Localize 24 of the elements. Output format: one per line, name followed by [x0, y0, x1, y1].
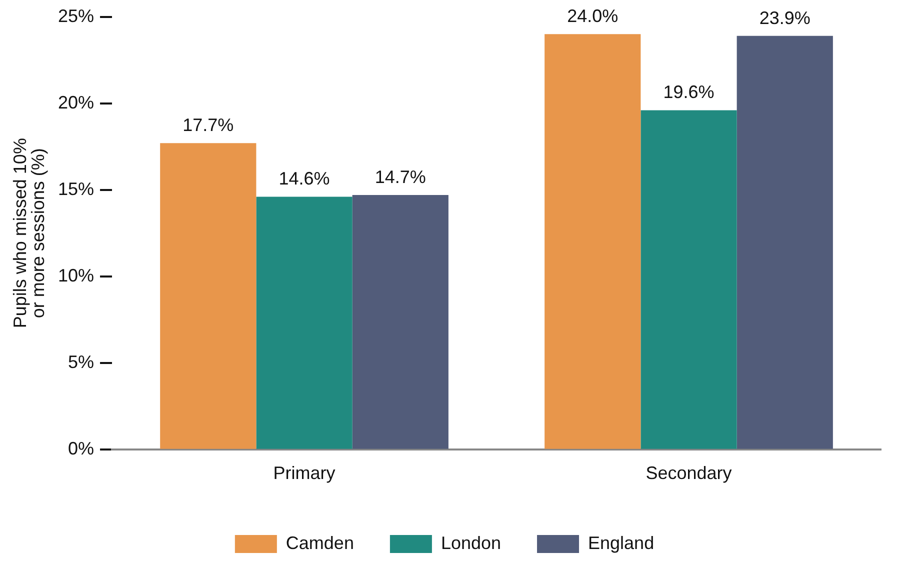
legend-label: London [440, 532, 502, 553]
y-tick-label: 0% [68, 438, 94, 458]
legend-label: England [588, 532, 654, 553]
data-label: 14.6% [278, 168, 330, 189]
x-tick-label: Secondary [646, 463, 732, 484]
y-tick-label: 5% [68, 352, 94, 372]
bar [736, 36, 833, 449]
y-tick-label: 15% [58, 178, 94, 199]
y-tick-label: 25% [58, 6, 94, 26]
legend-label: Camden [286, 532, 354, 553]
x-tick-label: Primary [273, 463, 336, 484]
y-tick-label: 20% [58, 92, 94, 112]
y-tick-label: 10% [58, 265, 94, 286]
data-label: 19.6% [663, 82, 714, 102]
y-axis-title: Pupils who missed 10% or more sessions (%) [10, 138, 48, 328]
data-label: 24.0% [567, 6, 618, 26]
data-label: 23.9% [759, 8, 810, 28]
bar [256, 196, 352, 449]
bar [544, 34, 641, 449]
data-label: 17.7% [182, 115, 234, 136]
bar [352, 195, 448, 449]
bar [160, 143, 256, 449]
data-label: 14.7% [374, 167, 426, 187]
bar [640, 110, 737, 449]
